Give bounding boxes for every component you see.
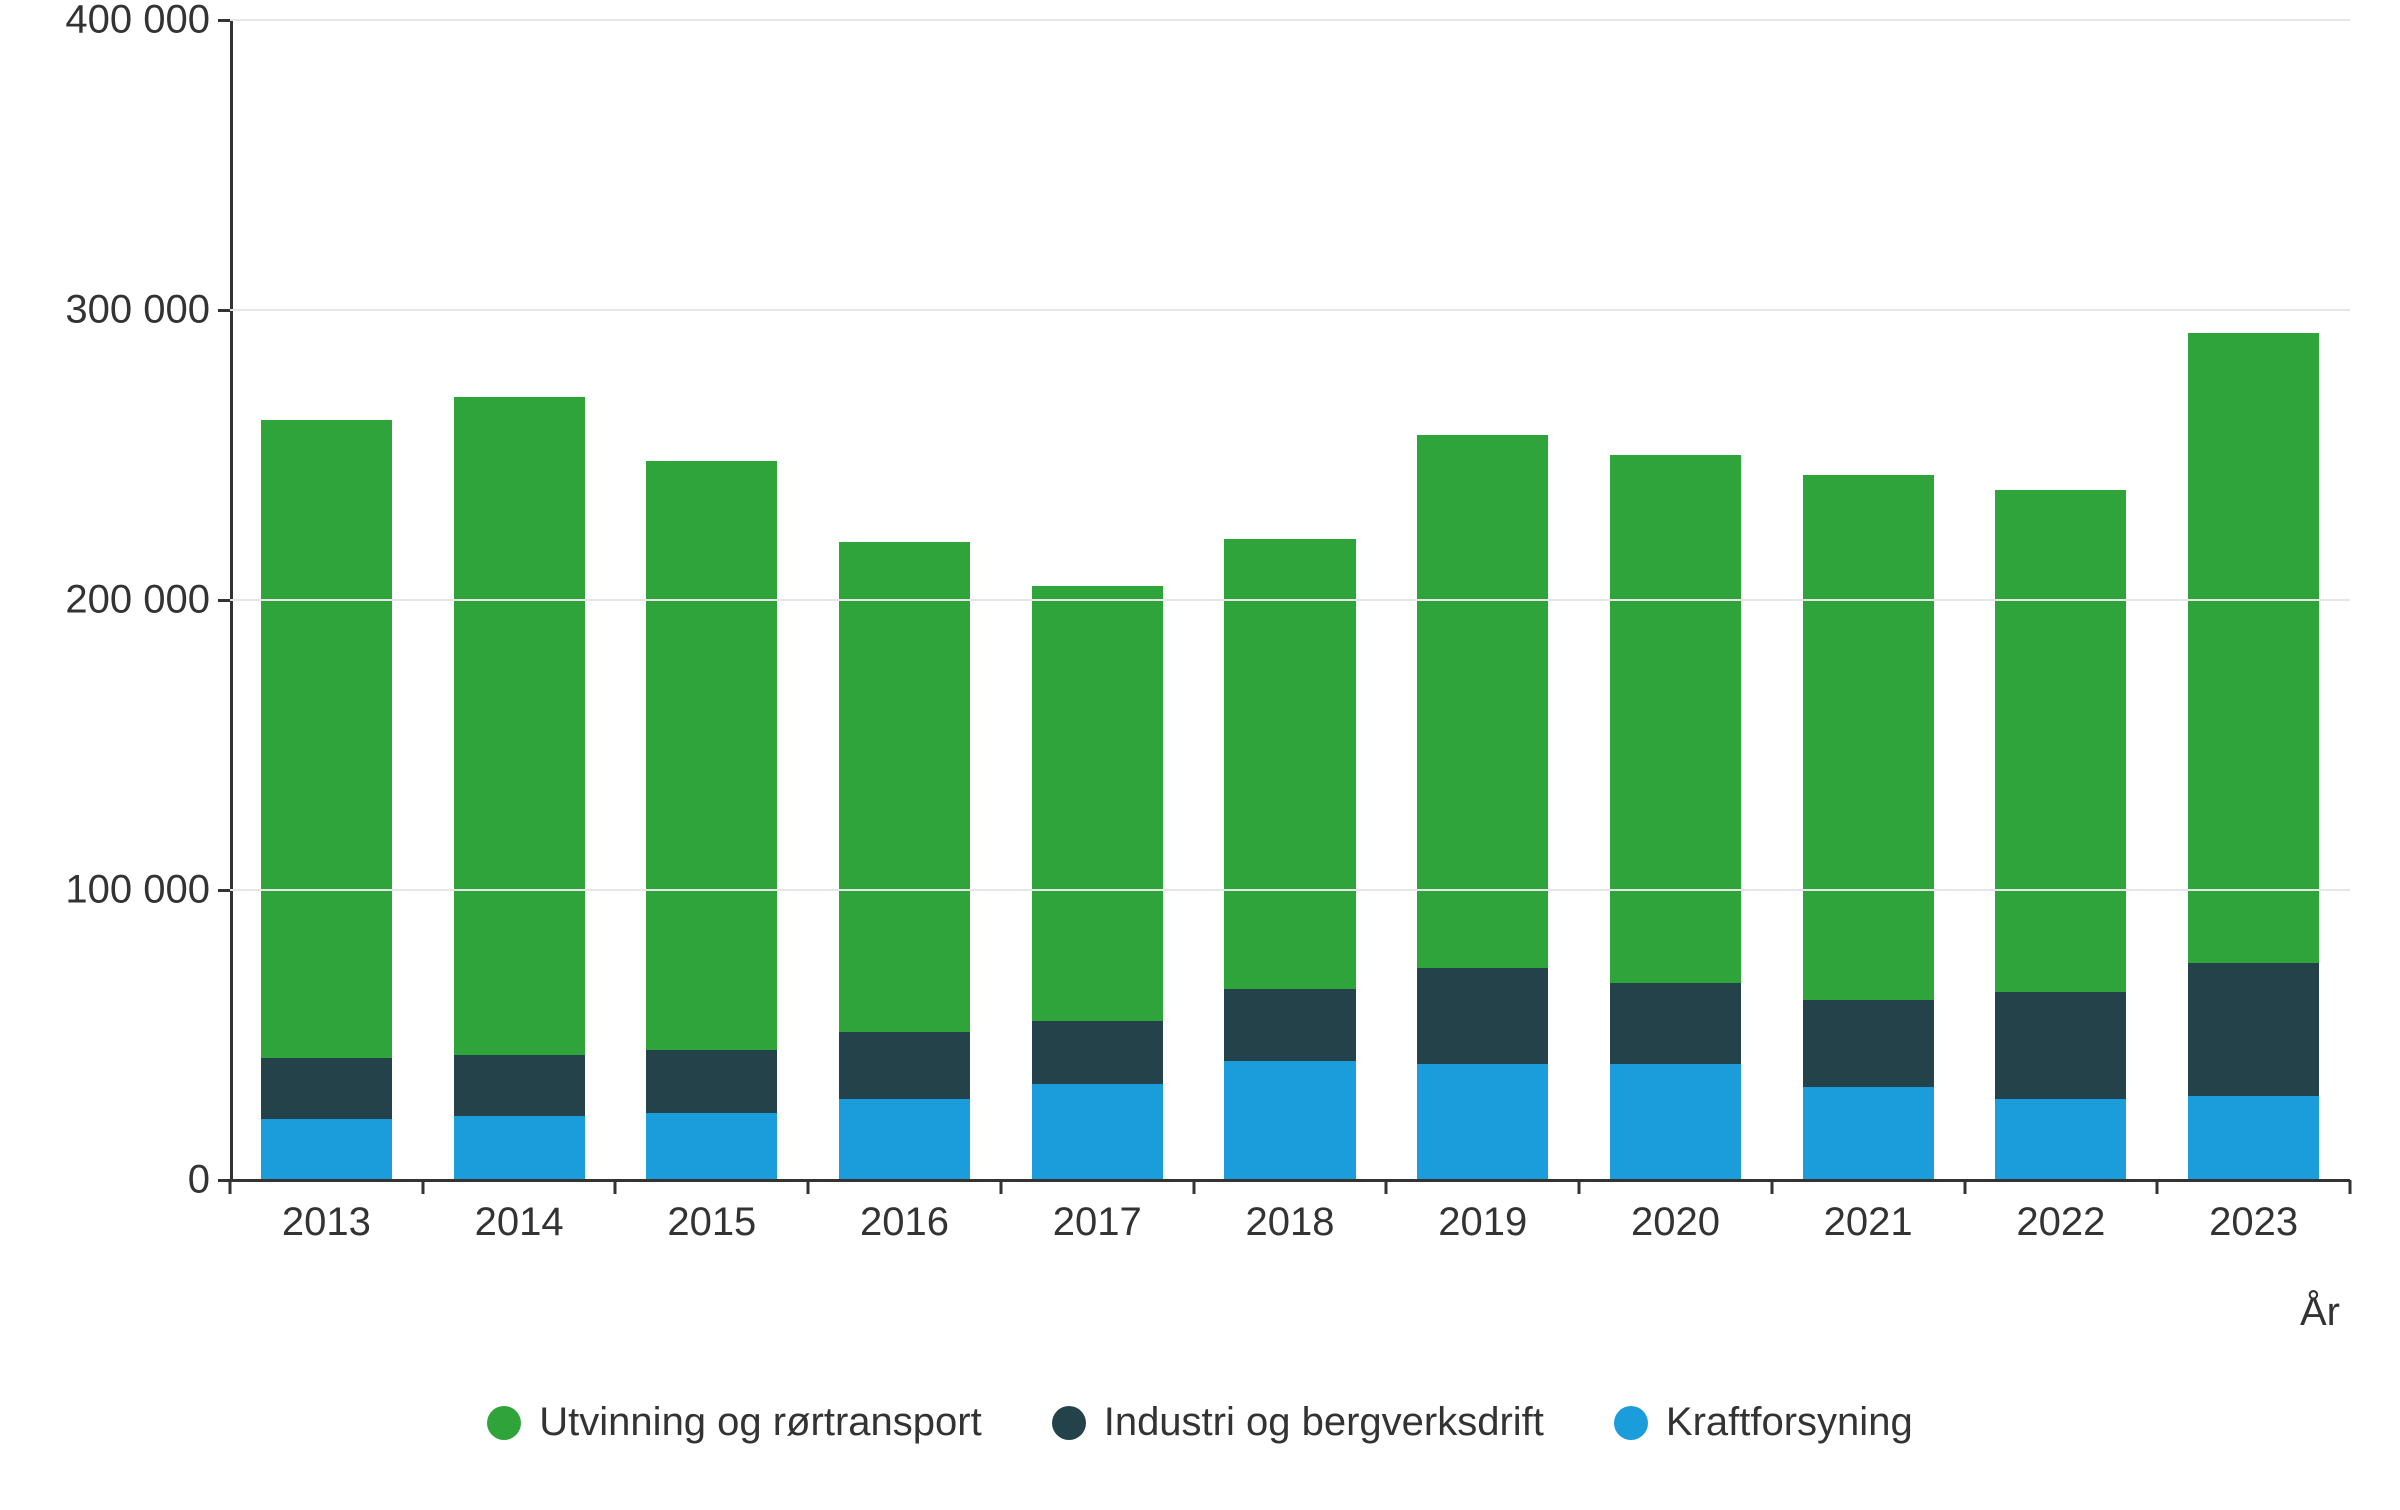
bar-segment-utvinning [2188, 333, 2319, 962]
x-axis-line [230, 1179, 2350, 1182]
bar-segment-kraft [1803, 1087, 1934, 1180]
bar-segment-kraft [2188, 1096, 2319, 1180]
bar-segment-industri [2188, 963, 2319, 1096]
bar-segment-industri [1610, 983, 1741, 1064]
x-tick-label: 2013 [282, 1200, 371, 1245]
bar-segment-utvinning [1995, 490, 2126, 992]
bar-segment-utvinning [646, 461, 777, 1050]
x-tick-label: 2020 [1631, 1200, 1720, 1245]
bar-segment-industri [1032, 1021, 1163, 1085]
bar-segment-utvinning [261, 420, 392, 1058]
x-tick-label: 2017 [1053, 1200, 1142, 1245]
x-tick-mark [1578, 1180, 1581, 1194]
bar-segment-industri [1803, 1000, 1934, 1087]
bar-segment-utvinning [1610, 455, 1741, 983]
bar-segment-kraft [1610, 1064, 1741, 1180]
bar-segment-kraft [1032, 1084, 1163, 1180]
x-tick-label: 2022 [2016, 1200, 2105, 1245]
legend-swatch [487, 1406, 521, 1440]
legend-label: Kraftforsyning [1666, 1400, 1913, 1445]
x-tick-mark [1963, 1180, 1966, 1194]
bar-segment-utvinning [454, 397, 585, 1055]
y-tick-label: 0 [188, 1158, 210, 1203]
x-tick-label: 2015 [667, 1200, 756, 1245]
legend-swatch [1614, 1406, 1648, 1440]
bar-segment-industri [1995, 992, 2126, 1099]
x-tick-label: 2014 [475, 1200, 564, 1245]
bar-segment-kraft [1417, 1064, 1548, 1180]
x-tick-mark [1192, 1180, 1195, 1194]
gridline [230, 19, 2350, 21]
bar-segment-kraft [646, 1113, 777, 1180]
bar-segment-kraft [839, 1099, 970, 1180]
legend-swatch [1052, 1406, 1086, 1440]
y-tick-label: 300 000 [65, 288, 210, 333]
bar-segment-industri [839, 1032, 970, 1099]
legend-item-industri: Industri og bergverksdrift [1052, 1400, 1544, 1445]
legend-item-utvinning: Utvinning og rørtransport [487, 1400, 981, 1445]
bar-segment-kraft [261, 1119, 392, 1180]
x-tick-mark [2349, 1180, 2352, 1194]
x-tick-mark [999, 1180, 1002, 1194]
x-tick-label: 2016 [860, 1200, 949, 1245]
x-tick-label: 2021 [1824, 1200, 1913, 1245]
y-tick-mark [218, 889, 230, 892]
bar-segment-kraft [1224, 1061, 1355, 1180]
gridline [230, 309, 2350, 311]
x-tick-mark [421, 1180, 424, 1194]
x-tick-mark [229, 1180, 232, 1194]
bar-segment-utvinning [1032, 586, 1163, 1021]
gridline [230, 599, 2350, 601]
bar-segment-industri [1417, 968, 1548, 1064]
bar-segment-industri [261, 1058, 392, 1119]
bar-segment-kraft [1995, 1099, 2126, 1180]
x-tick-label: 2018 [1246, 1200, 1335, 1245]
x-tick-mark [2156, 1180, 2159, 1194]
x-tick-mark [1770, 1180, 1773, 1194]
x-tick-mark [807, 1180, 810, 1194]
legend-item-kraft: Kraftforsyning [1614, 1400, 1913, 1445]
y-tick-mark [218, 309, 230, 312]
x-tick-label: 2019 [1438, 1200, 1527, 1245]
plot-area [230, 20, 2350, 1180]
legend-label: Industri og bergverksdrift [1104, 1400, 1544, 1445]
y-tick-label: 400 000 [65, 0, 210, 43]
legend-label: Utvinning og rørtransport [539, 1400, 981, 1445]
x-tick-mark [1385, 1180, 1388, 1194]
x-tick-label: 2023 [2209, 1200, 2298, 1245]
bar-segment-industri [1224, 989, 1355, 1062]
bar-segment-utvinning [1803, 475, 1934, 1000]
bar-segment-industri [646, 1050, 777, 1114]
bar-segment-utvinning [1224, 539, 1355, 989]
legend: Utvinning og rørtransport Industri og ber… [0, 1400, 2400, 1445]
y-tick-mark [218, 599, 230, 602]
bar-segment-utvinning [839, 542, 970, 1032]
bar-segment-kraft [454, 1116, 585, 1180]
x-tick-mark [614, 1180, 617, 1194]
bar-segment-industri [454, 1055, 585, 1116]
y-tick-label: 100 000 [65, 868, 210, 913]
stacked-bar-chart: 0 100 000 200 000 300 000 400 000 År Utvinni… [0, 0, 2400, 1510]
gridline [230, 889, 2350, 891]
x-axis-title: År [2300, 1290, 2340, 1335]
y-tick-mark [218, 19, 230, 22]
y-tick-label: 200 000 [65, 578, 210, 623]
